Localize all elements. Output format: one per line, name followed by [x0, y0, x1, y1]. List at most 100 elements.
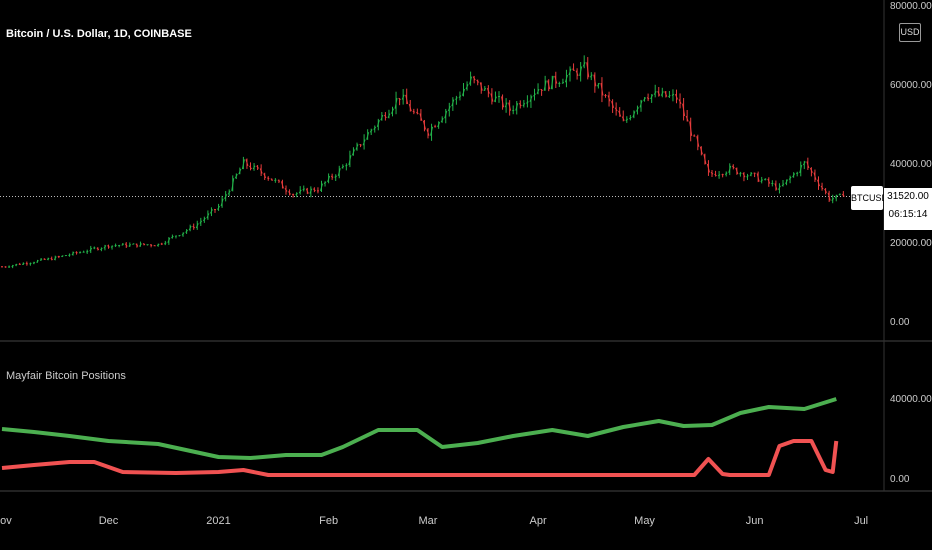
candle-body: [579, 66, 583, 76]
candle-body: [827, 192, 831, 201]
candle-body: [596, 82, 600, 87]
candle-body: [668, 94, 671, 98]
candle-body: [234, 173, 238, 179]
candle-body: [36, 260, 39, 263]
candle-body: [185, 229, 188, 233]
indicator-title: Mayfair Bitcoin Positions: [6, 370, 126, 382]
candle-body: [330, 175, 334, 178]
candle-body: [451, 99, 455, 107]
candle-body: [210, 209, 213, 214]
candle-body: [383, 114, 387, 119]
price-y-tick-label: 0.00: [890, 317, 910, 328]
candle-body: [802, 161, 806, 166]
candle-body: [788, 176, 792, 180]
candle-body: [820, 185, 824, 190]
candle-body: [465, 84, 469, 90]
candle-body: [501, 96, 505, 108]
candle-body: [749, 172, 753, 176]
candle-body: [220, 198, 224, 207]
candle-body: [178, 234, 181, 237]
candle-body: [490, 93, 494, 102]
price-y-tick-label: 80000.00: [890, 1, 932, 12]
candle-body: [710, 171, 714, 175]
candle-body: [416, 111, 419, 114]
candle-body: [447, 105, 451, 112]
candle-body: [323, 181, 327, 184]
candle-body: [572, 68, 575, 72]
candle-body: [778, 185, 781, 190]
candle-body: [43, 258, 46, 261]
candle-body: [241, 159, 245, 170]
candle-body: [515, 103, 519, 111]
candle-body: [838, 193, 841, 196]
candle-body: [71, 251, 75, 256]
candle-body: [629, 116, 632, 120]
candle-body: [14, 263, 18, 266]
candle-body: [479, 82, 483, 91]
candle-body: [564, 74, 568, 83]
candle-body: [53, 256, 57, 261]
candle-body: [320, 183, 323, 192]
candle-body: [21, 262, 25, 266]
chart-title: Bitcoin / U.S. Dollar, 1D, COINBASE: [6, 28, 192, 40]
x-tick-label: Apr: [529, 515, 546, 527]
candle-body: [217, 205, 220, 210]
candle-body: [202, 217, 206, 222]
candle-body: [550, 75, 554, 90]
candle-body: [834, 194, 838, 199]
candle-body: [660, 91, 664, 96]
candle-body: [472, 76, 476, 81]
candle-body: [280, 181, 284, 189]
candle-body: [547, 80, 551, 90]
bar-countdown: 06:15:14: [888, 209, 928, 220]
candle-body: [142, 243, 146, 246]
candle-body: [437, 121, 441, 128]
candle-body: [426, 129, 430, 136]
candle-body: [600, 82, 604, 96]
candle-body: [103, 245, 107, 249]
x-tick-label: May: [634, 515, 655, 527]
candle-body: [18, 263, 21, 266]
candle-body: [632, 111, 636, 118]
candle-body: [593, 74, 597, 87]
candle-body: [696, 136, 700, 147]
candle-body: [764, 178, 767, 181]
x-tick-label: Mar: [419, 515, 438, 527]
candle-body: [267, 177, 270, 180]
candle-body: [653, 91, 657, 95]
candle-body: [717, 174, 721, 177]
candle-body: [298, 189, 302, 194]
candle-body: [469, 76, 473, 85]
candle-body: [408, 103, 412, 112]
x-tick-label: Feb: [319, 515, 338, 527]
candle-body: [731, 165, 735, 169]
currency-button[interactable]: USD: [899, 23, 921, 42]
candle-body: [841, 193, 845, 197]
candle-body: [529, 96, 533, 102]
candle-body: [817, 179, 820, 187]
candle-body: [540, 88, 543, 92]
candle-body: [611, 101, 615, 108]
candle-body: [781, 183, 785, 187]
candle-body: [809, 167, 813, 173]
candle-body: [96, 247, 100, 251]
candle-body: [671, 93, 675, 96]
candle-body: [568, 68, 572, 76]
candle-body: [238, 168, 242, 175]
candle-body: [554, 75, 558, 84]
candle-body: [458, 95, 462, 98]
candle-body: [643, 97, 646, 101]
candle-body: [526, 101, 529, 104]
candle-body: [625, 118, 629, 122]
candle-body: [760, 179, 764, 182]
candle-body: [689, 121, 693, 136]
candle-body: [206, 213, 210, 219]
price-y-tick-label: 60000.00: [890, 80, 932, 91]
price-y-tick-label: 20000.00: [890, 238, 932, 249]
candle-body: [327, 175, 331, 183]
candle-body: [767, 178, 771, 184]
candle-body: [792, 173, 796, 178]
candle-body: [135, 243, 139, 247]
candle-body: [639, 100, 643, 108]
candle-body: [227, 190, 231, 195]
